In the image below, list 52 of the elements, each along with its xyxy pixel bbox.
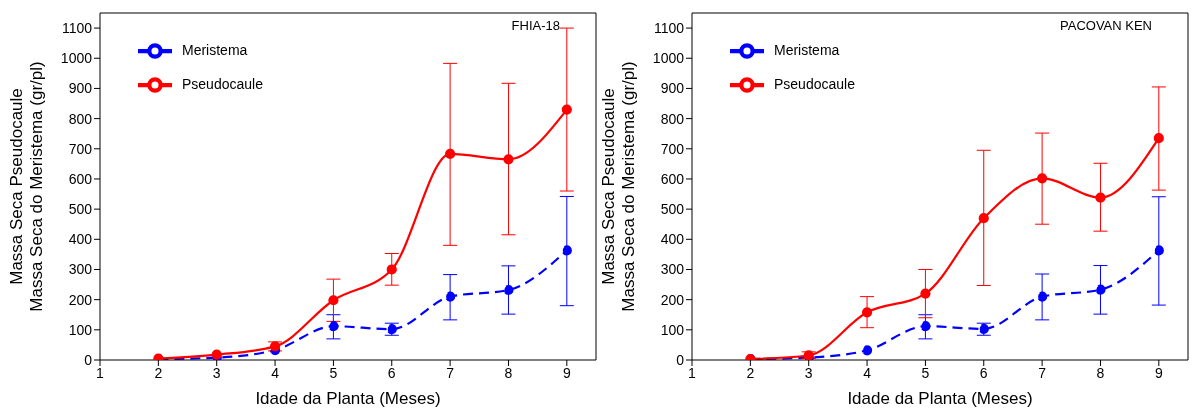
y-tick-label: 500 bbox=[68, 201, 93, 218]
y-tick-label: 1000 bbox=[60, 50, 93, 67]
legend-label: Meristema bbox=[774, 42, 840, 59]
y-tick-label: 600 bbox=[68, 170, 93, 187]
y-tick-label: 0 bbox=[84, 351, 93, 368]
legend-label: Meristema bbox=[182, 42, 248, 59]
x-tick-label: 8 bbox=[1096, 364, 1105, 381]
y-tick-label: 800 bbox=[68, 110, 93, 127]
y-tick-label: 1100 bbox=[653, 20, 685, 37]
x-tick-label: 5 bbox=[921, 364, 930, 381]
chart-title: PACOVAN KEN bbox=[1060, 18, 1152, 33]
y-tick-label: 300 bbox=[660, 261, 685, 278]
legend-label: Pseudocaule bbox=[774, 76, 855, 93]
y-tick-label: 600 bbox=[660, 170, 685, 187]
y-tick-label: 1000 bbox=[652, 50, 685, 67]
x-tick-label: 2 bbox=[154, 364, 163, 381]
y-tick-label: 100 bbox=[68, 321, 93, 338]
x-tick-label: 7 bbox=[1038, 364, 1047, 381]
y-tick-label: 900 bbox=[68, 80, 93, 97]
x-tick-label: 4 bbox=[863, 364, 872, 381]
x-tick-label: 3 bbox=[804, 364, 813, 381]
y-tick-label: 900 bbox=[660, 80, 685, 97]
x-axis-title: Idade da Planta (Meses) bbox=[255, 389, 441, 408]
y-tick-label: 0 bbox=[676, 351, 685, 368]
x-tick-label: 6 bbox=[387, 364, 396, 381]
y-axis-title: Massa Seca Pseudocaule Massa Seca do Meristema (gr/pl) bbox=[7, 61, 46, 312]
x-tick-label: 1 bbox=[96, 364, 105, 381]
y-tick-label: 700 bbox=[68, 140, 93, 157]
x-tick-label: 9 bbox=[1154, 364, 1163, 381]
y-tick-label: 700 bbox=[660, 140, 685, 157]
y-tick-label: 500 bbox=[660, 201, 685, 218]
y-tick-label: 800 bbox=[660, 110, 685, 127]
y-tick-label: 200 bbox=[660, 291, 685, 308]
y-tick-label: 400 bbox=[68, 231, 93, 248]
y-tick-label: 100 bbox=[660, 321, 685, 338]
x-tick-label: 9 bbox=[562, 364, 571, 381]
x-tick-label: 5 bbox=[329, 364, 338, 381]
x-tick-label: 7 bbox=[446, 364, 455, 381]
y-tick-label: 300 bbox=[68, 261, 93, 278]
chart-title: FHIA-18 bbox=[511, 18, 560, 33]
y-tick-label: 1100 bbox=[61, 20, 93, 37]
x-axis-title: Idade da Planta (Meses) bbox=[847, 389, 1033, 408]
legend-label: Pseudocaule bbox=[182, 76, 263, 93]
y-axis-title: Massa Seca Pseudocaule Massa Seca do Meristema (gr/pl) bbox=[599, 61, 638, 312]
y-tick-label: 200 bbox=[68, 291, 93, 308]
x-tick-label: 6 bbox=[979, 364, 988, 381]
x-tick-label: 8 bbox=[504, 364, 513, 381]
y-tick-label: 400 bbox=[660, 231, 685, 248]
x-tick-label: 4 bbox=[271, 364, 280, 381]
x-tick-label: 2 bbox=[746, 364, 755, 381]
x-tick-label: 3 bbox=[212, 364, 221, 381]
x-tick-label: 1 bbox=[688, 364, 697, 381]
